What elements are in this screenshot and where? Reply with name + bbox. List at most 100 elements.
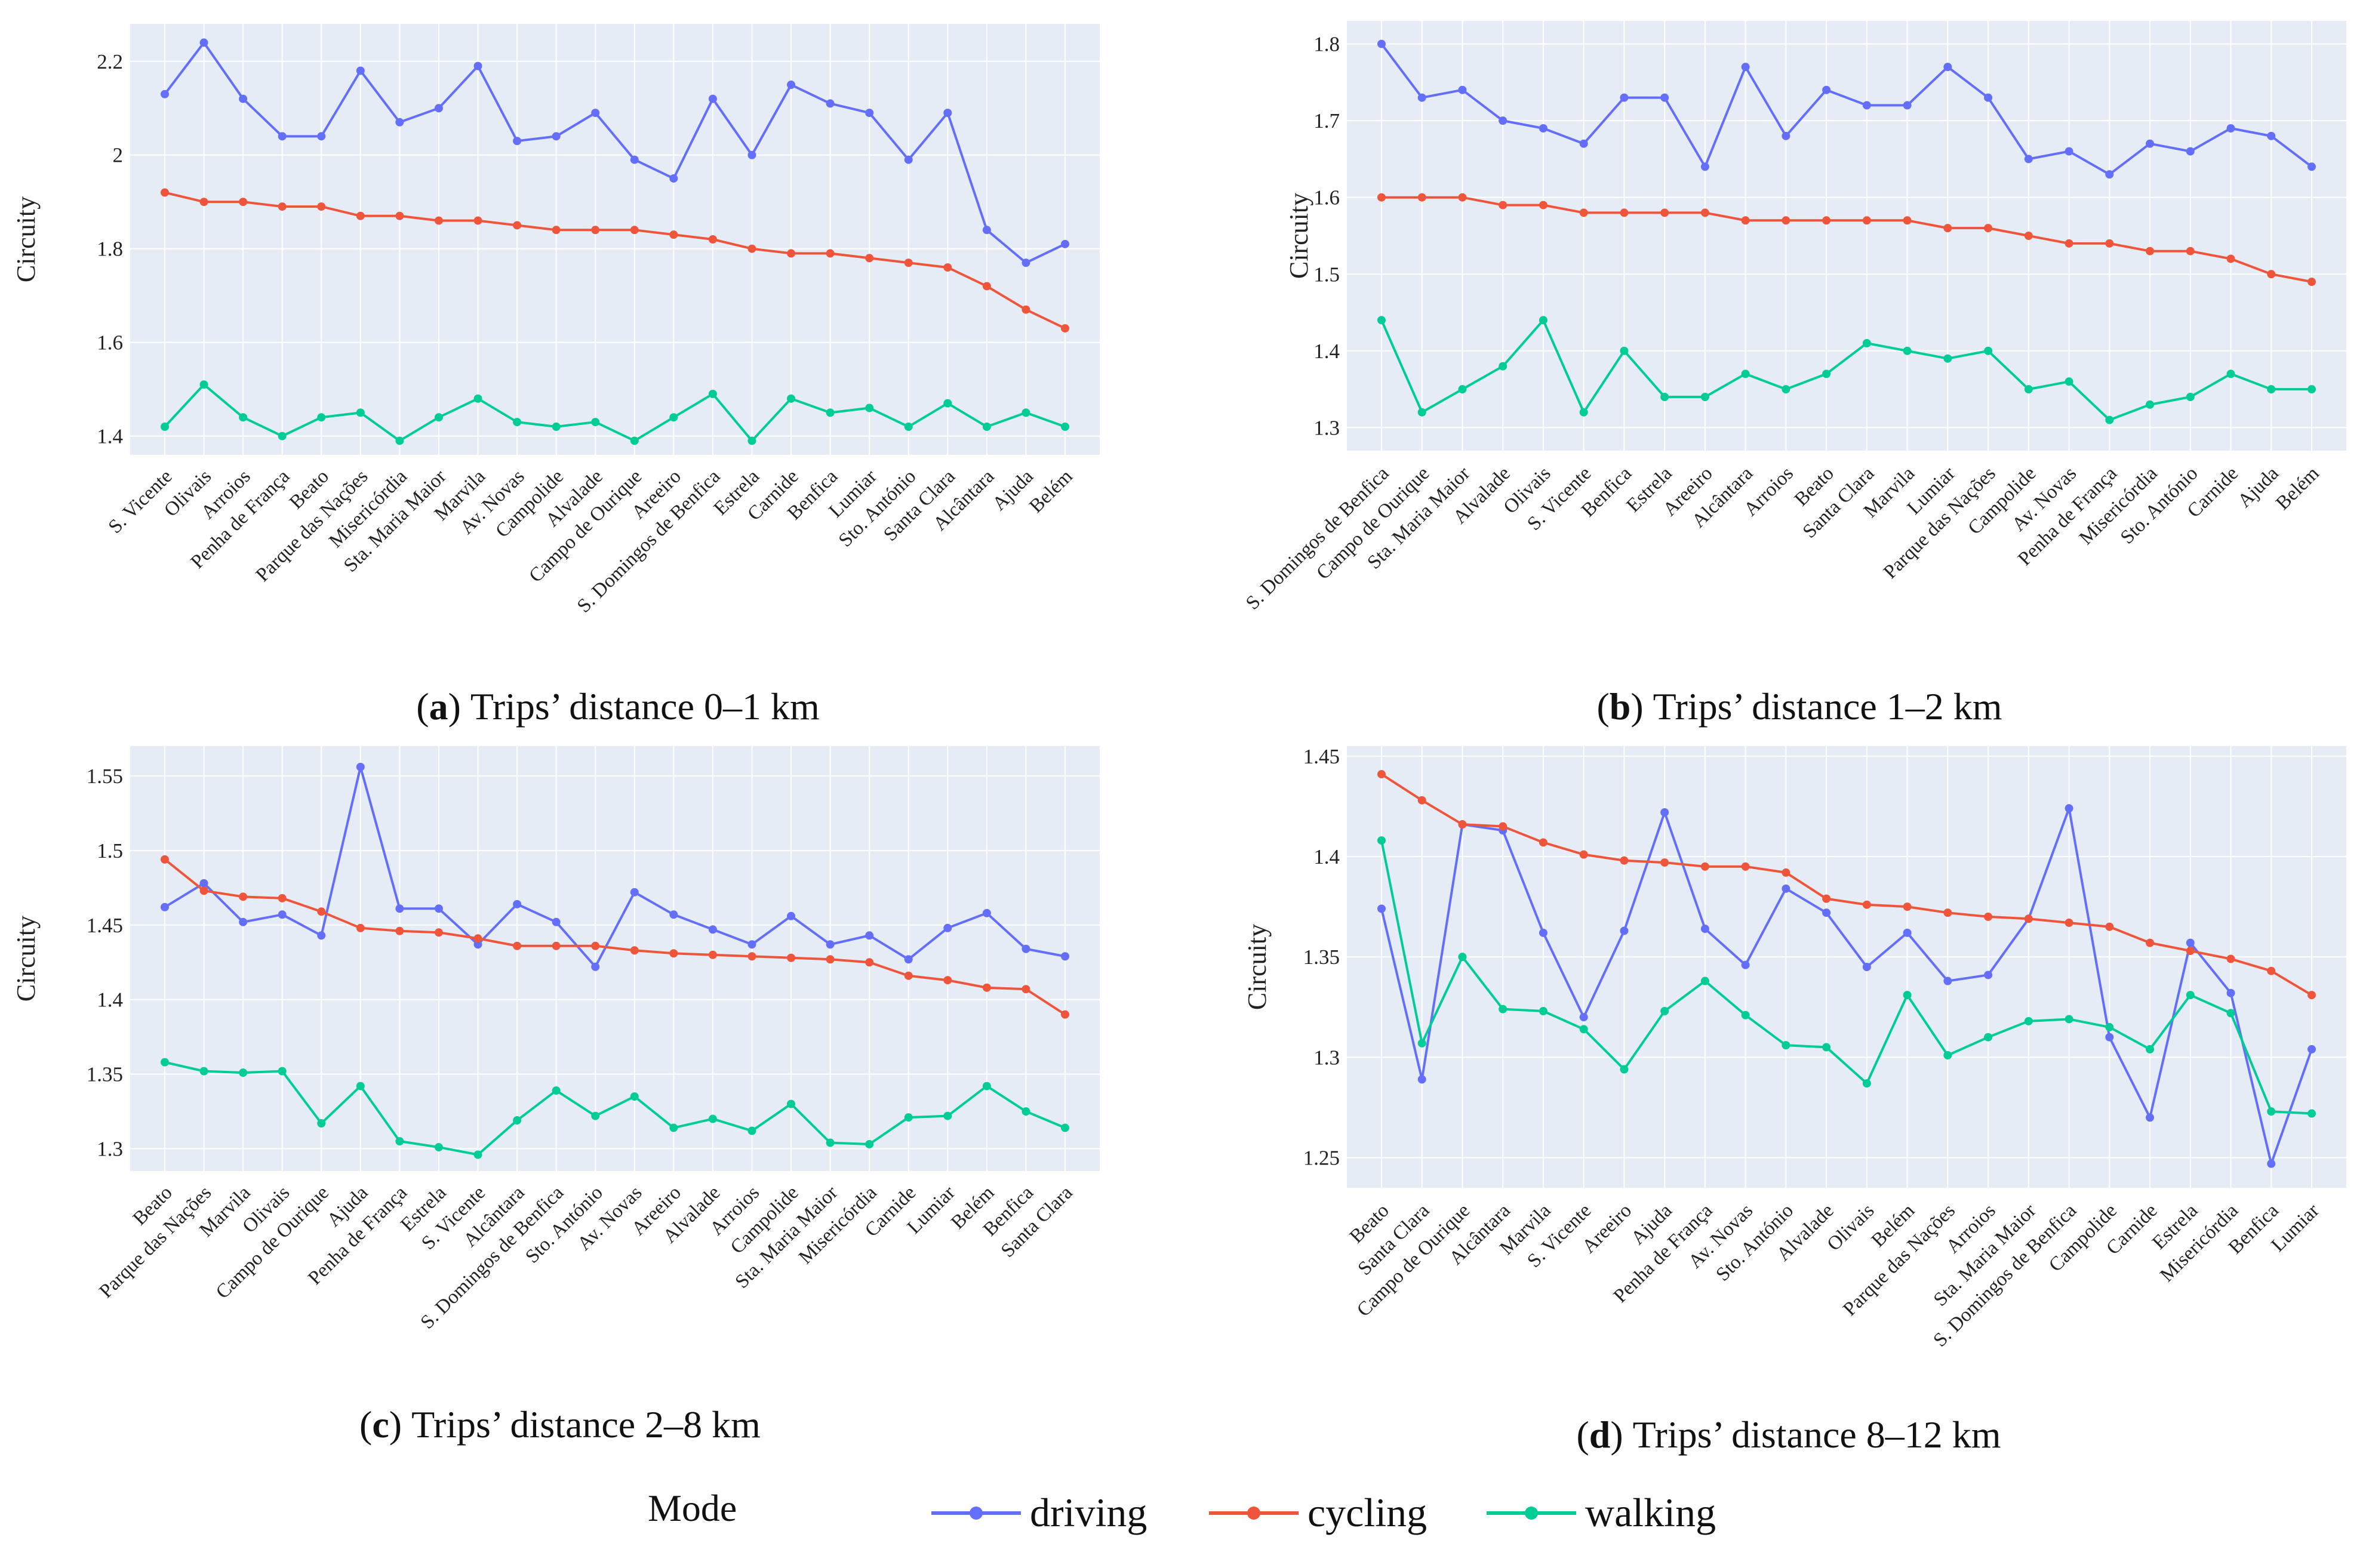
data-point-driving bbox=[1700, 162, 1709, 171]
data-point-cycling bbox=[1458, 820, 1467, 829]
data-point-walking bbox=[2308, 1109, 2316, 1118]
caption-close-paren: ) bbox=[1630, 685, 1643, 728]
data-point-walking bbox=[1943, 1051, 1952, 1059]
data-point-driving bbox=[1822, 908, 1831, 917]
data-point-cycling bbox=[239, 198, 248, 207]
data-point-cycling bbox=[669, 230, 678, 239]
data-point-cycling bbox=[1499, 201, 1507, 210]
legend-label: walking bbox=[1585, 1490, 1716, 1535]
y-tick-label: 1.4 bbox=[97, 988, 123, 1012]
data-point-driving bbox=[669, 910, 678, 919]
data-point-driving bbox=[1377, 39, 1386, 48]
data-point-driving bbox=[2226, 124, 2235, 133]
data-point-cycling bbox=[2065, 919, 2073, 927]
data-point-cycling bbox=[1862, 216, 1871, 225]
data-point-walking bbox=[1782, 1041, 1790, 1050]
plot-area bbox=[130, 24, 1100, 455]
data-point-driving bbox=[317, 132, 326, 141]
data-point-driving bbox=[1943, 63, 1952, 72]
data-point-walking bbox=[904, 1113, 913, 1122]
data-point-driving bbox=[239, 917, 248, 926]
data-point-driving bbox=[2146, 1113, 2155, 1122]
y-axis-label: Circuity bbox=[11, 196, 41, 282]
data-point-walking bbox=[1499, 362, 1507, 371]
series-line-driving bbox=[1380, 807, 2313, 1165]
panel-caption: (b) Trips’ distance 1–2 km bbox=[1596, 685, 2002, 728]
caption-letter: d bbox=[1589, 1413, 1611, 1456]
data-point-walking bbox=[1620, 1065, 1629, 1074]
series-line-driving bbox=[1380, 43, 2313, 176]
data-point-walking bbox=[161, 1058, 169, 1067]
data-point-driving bbox=[552, 132, 561, 141]
y-tick-label: 1.8 bbox=[97, 238, 123, 261]
data-point-cycling bbox=[1539, 838, 1547, 847]
data-point-cycling bbox=[395, 211, 404, 220]
data-point-driving bbox=[1862, 963, 1871, 971]
data-point-cycling bbox=[1660, 208, 1669, 217]
data-point-cycling bbox=[2267, 966, 2276, 975]
data-point-driving bbox=[708, 925, 717, 934]
data-point-driving bbox=[1022, 944, 1030, 953]
data-point-walking bbox=[1984, 1033, 1993, 1042]
data-point-cycling bbox=[2146, 938, 2155, 947]
y-tick-label: 1.5 bbox=[1313, 263, 1340, 286]
data-point-cycling bbox=[199, 886, 208, 895]
data-point-walking bbox=[1862, 339, 1871, 347]
data-point-walking bbox=[1579, 1025, 1588, 1034]
data-point-cycling bbox=[787, 249, 796, 258]
y-tick-label: 1.8 bbox=[1313, 33, 1340, 56]
data-point-walking bbox=[395, 436, 404, 445]
legend-item-cycling[interactable]: cycling bbox=[1209, 1490, 1427, 1535]
data-point-cycling bbox=[278, 894, 287, 902]
data-point-driving bbox=[1417, 93, 1426, 102]
data-point-driving bbox=[199, 38, 208, 47]
series-line-driving bbox=[164, 765, 1066, 968]
data-point-walking bbox=[1458, 953, 1467, 962]
data-point-walking bbox=[787, 394, 796, 403]
data-point-cycling bbox=[2065, 239, 2073, 248]
data-point-cycling bbox=[161, 188, 169, 197]
y-tick-label: 2 bbox=[113, 144, 124, 167]
legend-item-driving[interactable]: driving bbox=[931, 1490, 1147, 1535]
data-point-cycling bbox=[708, 950, 717, 959]
data-point-driving bbox=[317, 931, 326, 940]
data-point-walking bbox=[787, 1099, 796, 1108]
data-point-driving bbox=[278, 132, 287, 141]
data-point-cycling bbox=[1700, 208, 1709, 217]
data-point-driving bbox=[1660, 808, 1669, 817]
data-point-walking bbox=[1903, 346, 1912, 355]
data-point-walking bbox=[708, 389, 717, 398]
data-point-walking bbox=[317, 1119, 326, 1128]
data-point-driving bbox=[199, 879, 208, 888]
data-point-walking bbox=[1417, 1039, 1426, 1048]
caption-text: Trips’ distance 8–12 km bbox=[1623, 1413, 2001, 1456]
data-point-cycling bbox=[1539, 201, 1547, 210]
data-point-walking bbox=[552, 1086, 561, 1095]
data-point-cycling bbox=[2146, 247, 2155, 255]
data-point-cycling bbox=[473, 934, 482, 943]
data-point-cycling bbox=[943, 263, 952, 272]
data-point-driving bbox=[2308, 162, 2316, 171]
data-point-driving bbox=[1862, 101, 1871, 110]
x-tick-label: Belém bbox=[1025, 466, 1077, 517]
data-point-cycling bbox=[356, 211, 365, 220]
data-point-cycling bbox=[1499, 822, 1507, 831]
data-point-driving bbox=[747, 940, 756, 949]
data-point-cycling bbox=[1458, 193, 1467, 202]
data-point-driving bbox=[669, 174, 678, 183]
data-point-cycling bbox=[1822, 894, 1831, 903]
y-tick-label: 1.25 bbox=[1303, 1147, 1340, 1170]
data-point-cycling bbox=[473, 216, 482, 225]
legend-label: cycling bbox=[1307, 1490, 1427, 1535]
data-point-driving bbox=[943, 109, 952, 118]
data-point-walking bbox=[1943, 354, 1952, 363]
legend-item-walking[interactable]: walking bbox=[1487, 1490, 1716, 1535]
data-point-driving bbox=[1741, 960, 1750, 969]
data-point-cycling bbox=[2186, 947, 2195, 956]
data-point-walking bbox=[356, 408, 365, 417]
data-point-walking bbox=[2105, 415, 2114, 424]
data-point-driving bbox=[395, 118, 404, 127]
data-point-cycling bbox=[317, 907, 326, 916]
